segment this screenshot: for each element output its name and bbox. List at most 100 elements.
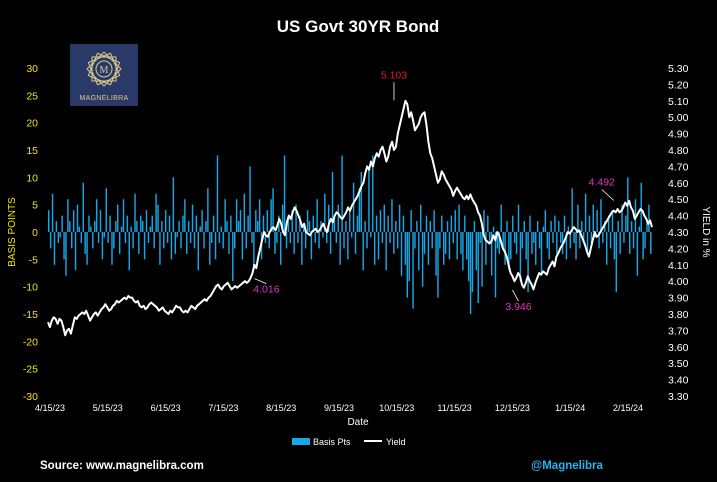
bar <box>122 199 125 232</box>
right-tick-label: 5.30 <box>668 63 689 75</box>
bar <box>65 232 67 276</box>
bar <box>423 232 426 254</box>
bar <box>239 210 242 232</box>
right-axis-ticks: 5.30 5.20 5.10 5.00 4.90 4.80 4.70 4.60 4.50 4.40… <box>668 63 689 403</box>
bar <box>291 210 293 232</box>
bar <box>186 232 188 254</box>
bar <box>111 232 113 265</box>
annotation-label: 4.492 <box>589 177 615 189</box>
bar <box>540 232 543 276</box>
bar <box>573 232 575 243</box>
bar <box>347 232 349 260</box>
bar <box>210 232 213 243</box>
bar <box>189 232 192 243</box>
bar <box>377 232 380 260</box>
bar <box>630 221 633 232</box>
bar <box>621 204 623 232</box>
x-tick-label: 9/15/23 <box>324 403 354 413</box>
bar <box>581 221 583 232</box>
bar <box>531 232 533 254</box>
y-axis-label: BASIS POINTS <box>7 197 18 267</box>
yield-line-layer <box>47 99 653 337</box>
bar <box>479 232 481 243</box>
bar <box>454 210 456 232</box>
bar <box>364 221 366 232</box>
bar <box>385 232 387 271</box>
bar <box>312 215 315 232</box>
annotation-label: 3.946 <box>505 301 531 313</box>
bar <box>644 232 646 249</box>
x-tick-label: 6/15/23 <box>151 403 181 413</box>
bar <box>498 232 501 254</box>
bar <box>314 232 316 243</box>
bar <box>301 232 303 265</box>
left-tick-label: 10 <box>26 172 38 184</box>
bar <box>550 221 552 232</box>
bar <box>341 155 343 232</box>
bar <box>57 232 60 243</box>
bar <box>435 232 437 276</box>
bar <box>166 232 169 243</box>
bar <box>623 232 625 243</box>
bar <box>556 232 558 254</box>
bar <box>159 232 161 265</box>
bar <box>444 232 447 254</box>
bar <box>51 193 54 232</box>
bar <box>592 204 594 232</box>
bar <box>431 232 433 249</box>
basis-points-bars <box>48 155 652 314</box>
right-tick-label: 5.10 <box>668 96 689 108</box>
bar <box>471 232 474 293</box>
bar <box>366 232 368 249</box>
logo-text: MAGNELIBRA <box>79 95 129 102</box>
bar <box>115 221 117 232</box>
bar <box>393 232 395 254</box>
bar <box>120 226 123 232</box>
bar <box>124 232 127 243</box>
bar <box>197 232 199 271</box>
bar <box>72 210 75 232</box>
bar <box>611 210 614 232</box>
bar <box>636 232 639 276</box>
bar <box>617 221 619 232</box>
right-tick-label: 3.40 <box>668 375 689 387</box>
bar <box>237 221 240 232</box>
bar <box>350 232 353 238</box>
bar <box>268 232 270 249</box>
bar <box>579 232 581 249</box>
bar <box>235 199 238 232</box>
bar <box>381 232 384 243</box>
bar <box>280 232 282 265</box>
left-tick-label: -10 <box>23 282 38 294</box>
bar <box>245 232 247 249</box>
bar <box>228 232 230 254</box>
bar <box>375 215 378 232</box>
bar <box>78 226 81 232</box>
bar <box>138 232 140 254</box>
bar <box>370 232 372 238</box>
bar <box>489 232 491 243</box>
bar <box>274 232 276 254</box>
bar <box>391 199 393 232</box>
annotation-leader <box>254 278 267 284</box>
bar <box>170 232 173 260</box>
bar <box>527 232 529 293</box>
bar <box>335 232 338 243</box>
bar <box>642 232 644 260</box>
bar <box>151 215 153 232</box>
bar <box>107 232 109 243</box>
x-tick-label: 4/15/23 <box>35 403 65 413</box>
bar <box>590 232 593 243</box>
bar <box>607 215 610 232</box>
bar <box>613 232 616 260</box>
bar <box>521 232 524 249</box>
bar <box>262 215 265 232</box>
bar <box>222 232 224 249</box>
bar <box>515 232 518 254</box>
bar <box>191 204 194 232</box>
bar <box>609 232 612 249</box>
bar <box>251 232 253 243</box>
bar <box>638 226 641 232</box>
bar <box>324 193 326 232</box>
bar <box>577 204 579 232</box>
